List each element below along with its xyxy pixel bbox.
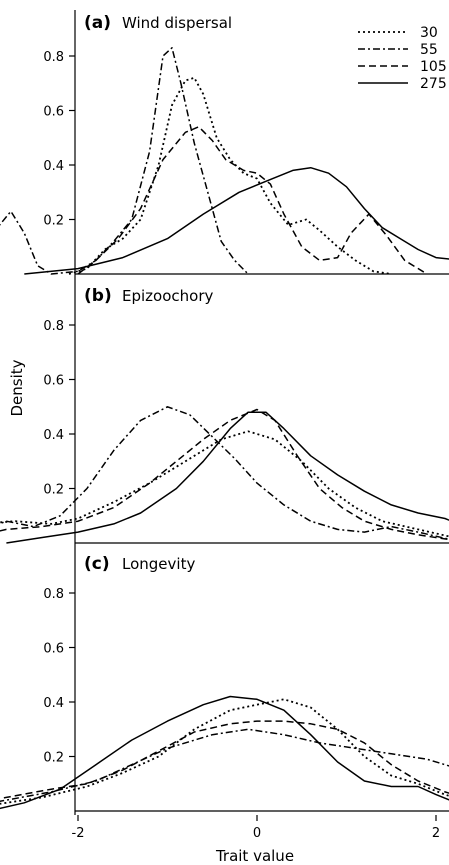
- series-line-30: [0, 698, 449, 805]
- series-line-30: [68, 76, 392, 275]
- series-line-275: [24, 166, 449, 275]
- panel-letter: (a): [84, 13, 111, 33]
- panel-longevity: (c) Longevity 0.2 0.4 0.6 0.8: [0, 554, 449, 812]
- series-line-275: [0, 695, 449, 810]
- y-tick-label: 0.2: [43, 214, 64, 229]
- legend-label-105: 105: [420, 59, 447, 75]
- y-tick-label: 0.8: [43, 587, 64, 602]
- y-tick-label: 0.6: [43, 105, 64, 120]
- panel-letter: (b): [84, 286, 112, 306]
- legend-label-30: 30: [420, 25, 438, 41]
- y-tick-label: 0.4: [43, 159, 64, 174]
- y-tick-label: 0.4: [43, 428, 64, 443]
- series-line-30: [0, 430, 449, 538]
- x-axis-title: Trait value: [215, 847, 294, 865]
- y-tick-label: 0.8: [43, 319, 64, 334]
- panel-name: Longevity: [122, 555, 195, 573]
- y-tick-label: 0.2: [43, 483, 64, 498]
- y-tick-label: 0.6: [43, 642, 64, 657]
- panel-epizoochory: (b) Epizoochory 0.2 0.4 0.6 0.8: [0, 286, 449, 544]
- series-line-105: [0, 408, 449, 541]
- series-line-105: [77, 126, 428, 275]
- y-axis-title: Density: [8, 359, 26, 416]
- y-tick-label: 0.4: [43, 696, 64, 711]
- y-tick-label: 0.6: [43, 374, 64, 389]
- panel-wind-dispersal: (a) Wind dispersal 0.2 0.4 0.6 0.8: [0, 13, 449, 275]
- legend: 30 55 105 275: [358, 25, 447, 92]
- panel-letter: (c): [84, 554, 110, 574]
- legend-label-55: 55: [420, 42, 438, 58]
- y-tick-label: 0.2: [43, 751, 64, 766]
- panel-name: Epizoochory: [122, 287, 213, 305]
- x-tick-label: 0: [253, 826, 261, 841]
- panel-name: Wind dispersal: [122, 14, 232, 32]
- legend-label-275: 275: [420, 76, 447, 92]
- series-line-55: [0, 406, 449, 540]
- x-tick-label: -2: [72, 826, 85, 841]
- series-line-275: [6, 411, 449, 544]
- y-tick-label: 0.8: [43, 50, 64, 65]
- series-line-105: [0, 720, 449, 800]
- series-line-55: [0, 728, 449, 803]
- series-line-55: [0, 47, 249, 275]
- x-tick-label: 2: [432, 826, 440, 841]
